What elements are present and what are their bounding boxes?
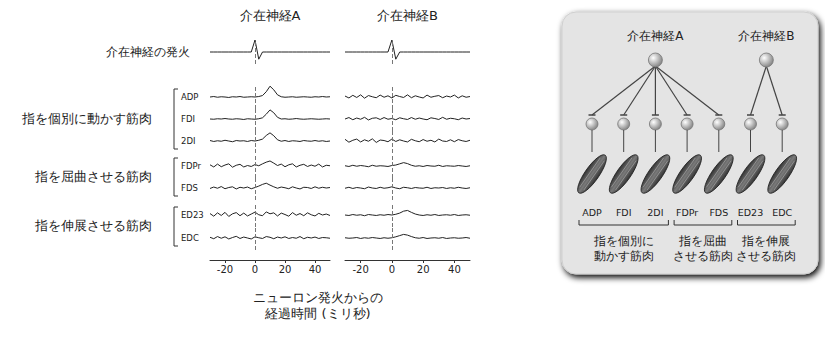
svg-text:FDPr: FDPr — [181, 161, 201, 171]
svg-text:-20: -20 — [352, 264, 368, 275]
svg-text:2DI: 2DI — [647, 207, 663, 218]
svg-text:ADP: ADP — [582, 207, 602, 218]
svg-text:経過時間 (ミリ秒): 経過時間 (ミリ秒) — [264, 306, 370, 321]
svg-text:20: 20 — [279, 264, 292, 275]
svg-text:FDS: FDS — [709, 207, 728, 218]
svg-text:指を屈曲: 指を屈曲 — [678, 234, 727, 248]
svg-text:FDI: FDI — [616, 207, 632, 218]
svg-text:指を屈曲させる筋肉: 指を屈曲させる筋肉 — [34, 169, 152, 184]
svg-text:EDC: EDC — [772, 207, 792, 218]
svg-text:EDC: EDC — [181, 233, 199, 243]
svg-text:40: 40 — [309, 264, 322, 275]
svg-text:FDPr: FDPr — [676, 207, 698, 218]
svg-text:介在神経の発火: 介在神経の発火 — [106, 45, 190, 59]
svg-text:介在神経B: 介在神経B — [738, 29, 794, 43]
svg-text:指を伸展させる筋肉: 指を伸展させる筋肉 — [34, 218, 152, 233]
svg-text:させる筋肉: させる筋肉 — [673, 249, 733, 263]
svg-text:0: 0 — [389, 264, 395, 275]
svg-text:0: 0 — [252, 264, 258, 275]
svg-text:介在神経A: 介在神経A — [240, 8, 301, 23]
svg-text:動かす筋肉: 動かす筋肉 — [594, 249, 654, 263]
svg-text:指を個別に: 指を個別に — [593, 234, 654, 248]
svg-text:ニューロン発火からの: ニューロン発火からの — [253, 290, 383, 305]
svg-text:40: 40 — [448, 264, 461, 275]
svg-text:介在神経B: 介在神経B — [377, 8, 438, 23]
svg-text:指を伸展: 指を伸展 — [741, 234, 790, 248]
svg-text:ADP: ADP — [181, 92, 199, 102]
svg-text:20: 20 — [417, 264, 430, 275]
svg-text:2DI: 2DI — [181, 136, 195, 146]
svg-text:ED23: ED23 — [738, 207, 763, 218]
svg-text:ED23: ED23 — [181, 210, 204, 220]
svg-text:指を個別に動かす筋肉: 指を個別に動かす筋肉 — [21, 111, 152, 126]
svg-text:FDS: FDS — [181, 183, 198, 193]
svg-text:介在神経A: 介在神経A — [627, 29, 684, 43]
svg-text:-20: -20 — [217, 264, 233, 275]
svg-text:させる筋肉: させる筋肉 — [736, 249, 796, 263]
svg-text:FDI: FDI — [181, 114, 195, 124]
